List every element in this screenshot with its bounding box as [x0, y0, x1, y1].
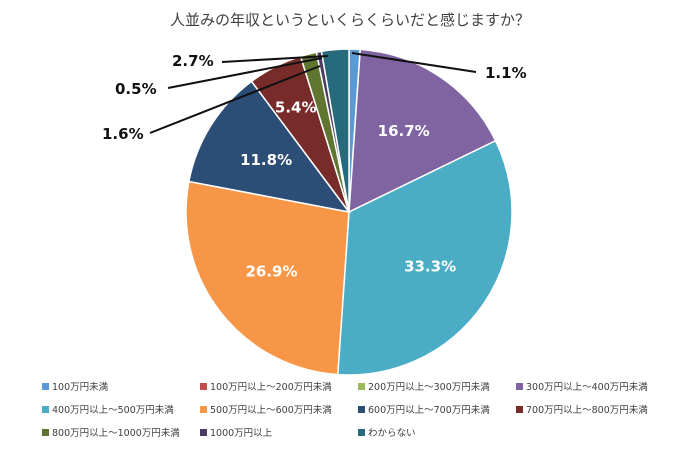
slice-11-leader-line	[221, 55, 329, 63]
legend-label: 100万円以上～200万円未満	[210, 381, 332, 393]
legend-swatch	[516, 383, 523, 390]
slice-5-data-label: 33.3%	[404, 258, 456, 276]
slice-4	[348, 48, 497, 214]
slice-7-data-label: 11.8%	[240, 151, 292, 169]
slice-11	[320, 48, 350, 213]
legend-label: 100万円未満	[52, 381, 109, 393]
legend-swatch	[42, 429, 49, 436]
legend-swatch	[42, 406, 49, 413]
legend-item: 800万円以上～1000万円未満	[42, 427, 180, 439]
slice-6-data-label: 26.9%	[245, 263, 297, 281]
legend-item: わからない	[358, 428, 416, 439]
legend-swatch	[42, 383, 49, 390]
legend-label: 700万円以上～800万円未満	[526, 404, 648, 416]
slice-6	[185, 180, 350, 376]
legend-swatch	[200, 406, 207, 413]
legend: 100万円未満 100万円以上～200万円未満 200万円以上～300万円未満 300…	[42, 381, 648, 439]
legend-item: 700万円以上～800万円未満	[516, 404, 648, 416]
slice-8-data-label: 5.4%	[275, 98, 317, 116]
legend-label: わからない	[368, 428, 416, 439]
legend-label: 800万円以上～1000万円未満	[52, 427, 180, 439]
legend-swatch	[358, 383, 365, 390]
legend-item: 400万円以上～500万円未満	[42, 404, 174, 416]
legend-swatch	[358, 406, 365, 413]
pie-slices	[185, 48, 513, 376]
legend-swatch	[516, 406, 523, 413]
legend-item: 1000万円以上	[200, 428, 273, 439]
legend-item: 600万円以上～700万円未満	[358, 404, 490, 416]
slice-5	[336, 139, 513, 376]
legend-item: 100万円以上～200万円未満	[200, 381, 332, 393]
slice-10-leader-line	[167, 57, 323, 89]
slice-labels: 1.1% 16.7% 33.3% 26.9% 11.8% 5.4% 1.6% 0.5% 2.7%	[102, 52, 527, 281]
legend-label: 200万円以上～300万円未満	[368, 381, 490, 393]
legend-label: 1000万円以上	[210, 428, 273, 439]
chart-title: 人並みの年収というといくらくらいだと感じますか？	[170, 11, 530, 29]
legend-label: 300万円以上～400万円未満	[526, 381, 648, 393]
legend-label: 600万円以上～700万円未満	[368, 404, 490, 416]
legend-item: 100万円未満	[42, 381, 109, 393]
slice-1-data-label: 1.1%	[485, 64, 527, 82]
legend-item: 300万円以上～400万円未満	[516, 381, 648, 393]
slice-9-leader-line	[149, 65, 321, 134]
legend-label: 500万円以上～600万円未満	[210, 404, 332, 416]
legend-label: 400万円以上～500万円未満	[52, 404, 174, 416]
legend-swatch	[200, 383, 207, 390]
slice-4-data-label: 16.7%	[378, 122, 430, 140]
legend-swatch	[200, 429, 207, 436]
legend-swatch	[358, 429, 365, 436]
slice-7	[188, 80, 351, 214]
legend-item: 200万円以上～300万円未満	[358, 381, 490, 393]
slice-1-leader-line	[351, 52, 477, 73]
legend-item: 500万円以上～600万円未満	[200, 404, 332, 416]
slice-10-data-label: 0.5%	[115, 80, 157, 98]
slice-9-data-label: 1.6%	[102, 125, 144, 143]
slice-11-data-label: 2.7%	[172, 52, 214, 70]
